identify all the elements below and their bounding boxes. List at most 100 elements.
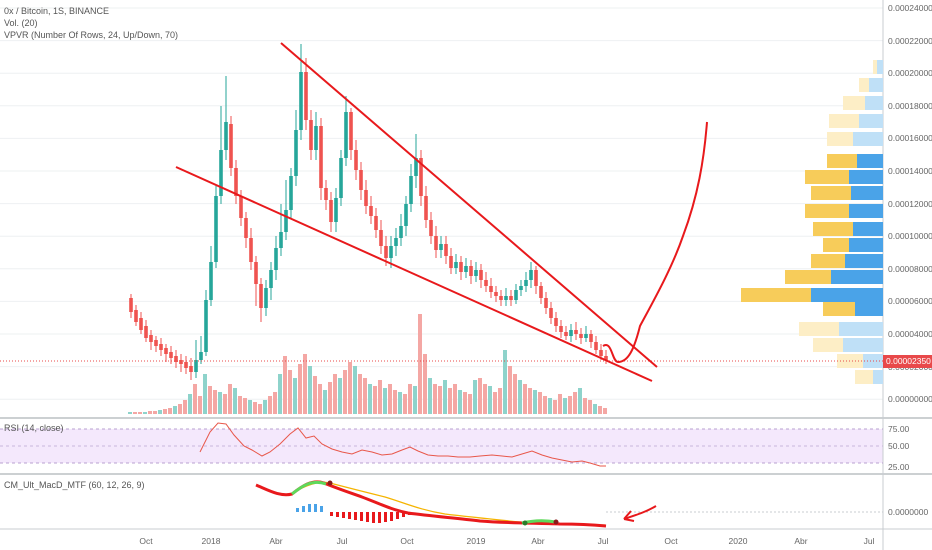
time-tick-label: 2018: [201, 536, 221, 546]
macd-histogram-bar: [354, 512, 357, 520]
volume-bar: [143, 412, 147, 414]
vpvr-down-bar: [823, 238, 849, 252]
volume-bar: [483, 384, 487, 414]
candle-body: [419, 158, 423, 196]
volume-bar: [438, 386, 442, 414]
volume-bar: [493, 392, 497, 414]
volume-bar: [433, 384, 437, 414]
candle-body: [554, 318, 558, 326]
candle-body: [179, 360, 183, 364]
time-tick-label: Oct: [400, 536, 414, 546]
volume-bar: [303, 354, 307, 414]
volume-bar: [533, 390, 537, 414]
volume-bar: [238, 396, 242, 414]
vpvr-down-bar: [855, 370, 873, 384]
candle-body: [464, 266, 468, 272]
price-tick-label: 0.00008000: [888, 263, 932, 274]
volume-bar: [138, 412, 142, 414]
volume-bar: [268, 396, 272, 414]
vpvr-up-bar: [831, 270, 883, 284]
volume-bar: [398, 392, 402, 414]
candle-body: [424, 196, 428, 220]
macd-histogram-bar: [296, 508, 299, 512]
candle-body: [229, 124, 233, 168]
candle-body: [244, 218, 248, 238]
volume-bar: [513, 374, 517, 414]
macd-line: [255, 480, 607, 528]
vpvr-down-bar: [805, 204, 849, 218]
time-tick-label: 2019: [466, 536, 486, 546]
volume-bar: [203, 374, 207, 414]
candle-body: [549, 308, 553, 318]
volume-bar: [373, 386, 377, 414]
candle-body: [439, 244, 443, 250]
candle-body: [594, 342, 598, 350]
vpvr-up-bar: [851, 186, 883, 200]
vpvr-up-bar: [853, 132, 883, 146]
candle-body: [369, 206, 373, 216]
candle-body: [364, 190, 368, 206]
candle-body: [149, 335, 153, 342]
volume-bar: [548, 398, 552, 414]
candle-body: [524, 280, 528, 286]
price-tick-label: 0.00018000: [888, 100, 932, 111]
candle-body: [589, 334, 593, 342]
arrow-drawing[interactable]: [623, 505, 657, 522]
volume-bar: [503, 350, 507, 414]
volume-bar: [458, 390, 462, 414]
candle-body: [264, 288, 268, 308]
candle-body: [219, 150, 223, 196]
candle-body: [429, 220, 433, 236]
candle-body: [304, 72, 308, 120]
vpvr-down-bar: [741, 288, 811, 302]
projection-curve-drawing[interactable]: [602, 121, 708, 364]
vpvr-down-bar: [843, 96, 865, 110]
volume-bar: [488, 386, 492, 414]
volume-bar: [583, 398, 587, 414]
candle-body: [544, 298, 548, 308]
lower-trendline-drawing[interactable]: [175, 166, 653, 382]
volume-bar: [383, 388, 387, 414]
volume-bar: [183, 400, 187, 414]
volume-bar: [293, 378, 297, 414]
candle-body: [224, 122, 228, 150]
rsi-tick-25: 25.00: [888, 462, 910, 472]
macd-histogram-bar: [390, 512, 393, 521]
time-tick-label: Abr: [531, 536, 545, 546]
volume-bar: [413, 386, 417, 414]
candle-body: [154, 340, 158, 346]
vpvr-up-bar: [845, 254, 883, 268]
macd-histogram-bar: [384, 512, 387, 522]
macd-histogram-bar: [396, 512, 399, 519]
macd-histogram-bar: [378, 512, 381, 523]
candle-body: [329, 200, 333, 222]
macd-histogram-bar: [372, 512, 375, 523]
candle-body: [529, 270, 533, 280]
volume-bar: [448, 388, 452, 414]
volume-bar: [588, 400, 592, 414]
volume-bar: [288, 370, 292, 414]
candle-body: [374, 216, 378, 230]
candle-body: [194, 360, 198, 372]
volume-bar: [308, 366, 312, 414]
candle-body: [254, 262, 258, 284]
price-tick-label: 0.00006000: [888, 296, 932, 307]
candle-body: [599, 350, 603, 356]
volume-bar: [553, 400, 557, 414]
volume-bar: [223, 394, 227, 414]
price-tick-label: 0.00004000: [888, 329, 932, 339]
candle-body: [249, 238, 253, 262]
volume-bar: [368, 384, 372, 414]
candle-body: [184, 362, 188, 368]
candle-body: [354, 150, 358, 170]
candle-body: [379, 230, 383, 246]
price-tick-label: 0.00012000: [888, 198, 932, 209]
volume-bar: [538, 392, 542, 414]
upper-trendline-drawing[interactable]: [280, 42, 658, 368]
macd-indicator-label: CM_Ult_MacD_MTF (60, 12, 26, 9): [4, 480, 145, 490]
candle-body: [209, 262, 213, 300]
vpvr-up-bar: [877, 60, 883, 74]
price-tick-label: 0.00000000: [888, 394, 932, 405]
volume-bar: [153, 411, 157, 414]
